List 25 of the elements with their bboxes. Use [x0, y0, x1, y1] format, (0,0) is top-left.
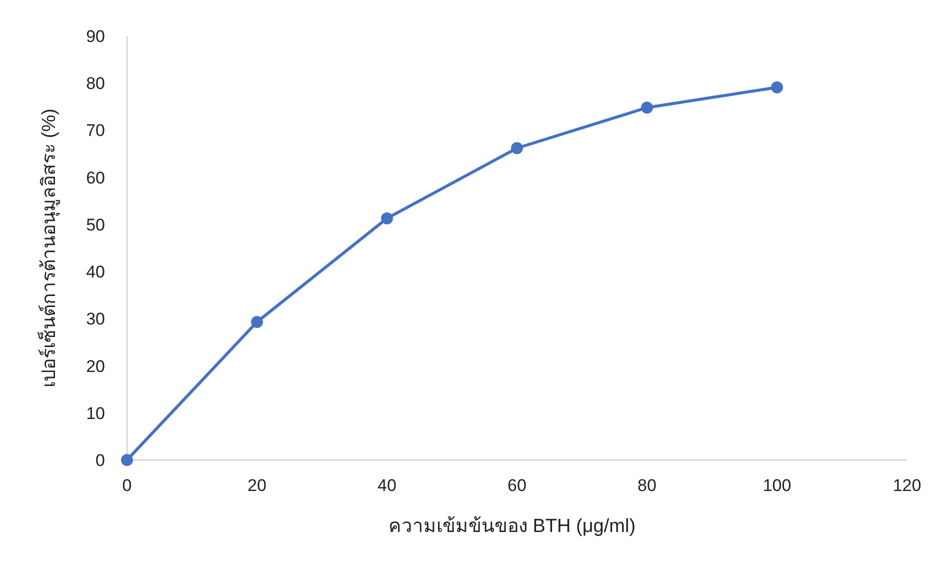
- x-tick-label: 120: [892, 476, 922, 495]
- y-tick-label: 60: [86, 168, 105, 188]
- y-tick-label: 0: [96, 451, 105, 470]
- point: [511, 142, 523, 154]
- x-tick-label: 100: [762, 476, 792, 495]
- y-tick-label: 70: [86, 121, 105, 140]
- point: [251, 316, 263, 328]
- y-tick-label: 90: [86, 27, 105, 46]
- x-tick-label: 60: [508, 476, 526, 495]
- y-tick-label: 50: [86, 215, 105, 234]
- x-tick-label: 80: [638, 476, 656, 495]
- point: [381, 212, 393, 224]
- y-tick-label: 30: [86, 310, 105, 329]
- y-tick-label: 40: [86, 262, 105, 282]
- y-tick-label: 80: [86, 74, 105, 94]
- y-tick-label: 20: [86, 356, 105, 376]
- x-tick-label: 40: [378, 476, 396, 495]
- point: [771, 81, 783, 94]
- point: [121, 454, 133, 466]
- y-axis-title: เปอร์เซ็นต์การต้านอนุมูลอิสระ (%): [36, 108, 61, 388]
- point: [641, 102, 653, 114]
- y-tick-label: 10: [86, 404, 105, 423]
- x-tick-label: 20: [248, 476, 266, 495]
- x-tick-label: 0: [122, 476, 132, 495]
- x-axis-title: ความเข้มข้นของ BTH (μg/ml): [388, 516, 636, 537]
